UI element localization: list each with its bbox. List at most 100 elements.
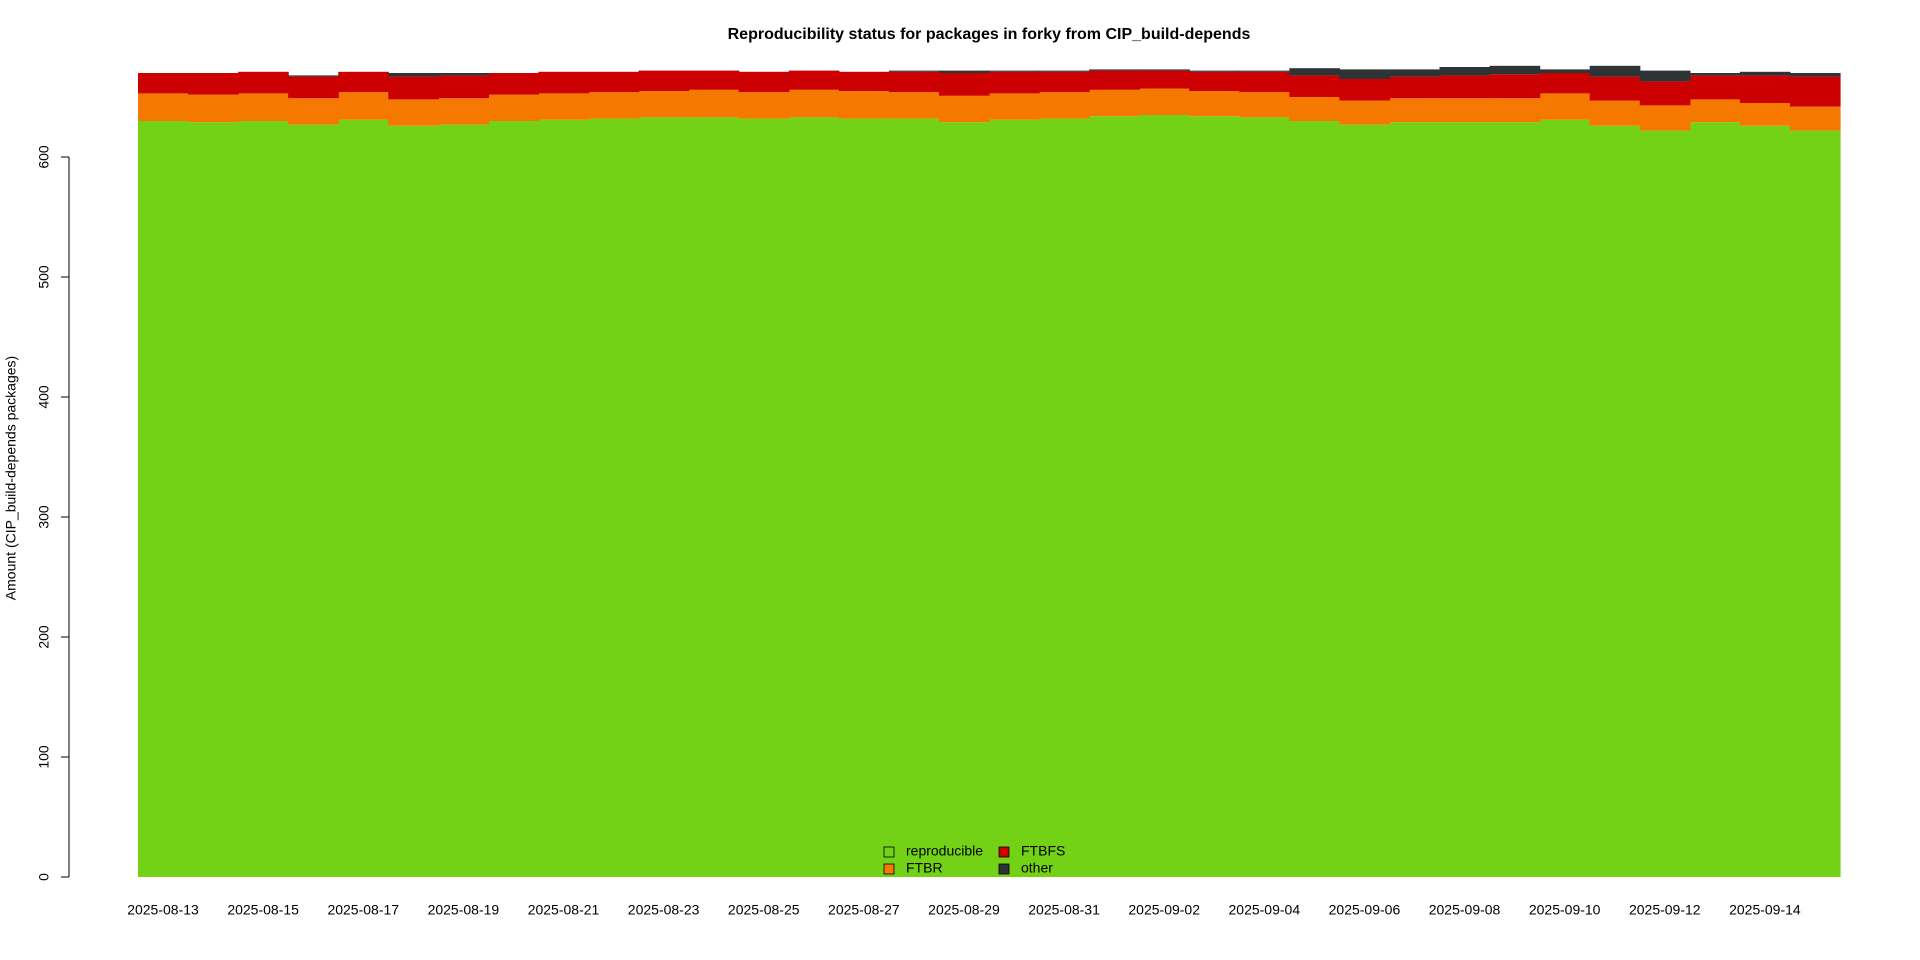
area-step <box>388 76 439 100</box>
area-step <box>638 117 690 877</box>
area-step <box>1239 70 1290 72</box>
area-step <box>1489 65 1541 75</box>
y-tick-label: 0 <box>36 873 52 881</box>
area-step <box>538 93 590 120</box>
area-step <box>438 73 490 76</box>
area-step <box>1289 121 1341 877</box>
area-step <box>1039 71 1090 93</box>
area-step <box>1589 65 1641 77</box>
area-step <box>1689 122 1741 877</box>
area-step <box>838 118 890 878</box>
area-step <box>1439 98 1491 123</box>
area-step <box>1539 73 1591 94</box>
area-step <box>1039 118 1090 878</box>
y-tick-label: 600 <box>36 145 52 169</box>
area-step <box>838 91 890 119</box>
area-step <box>1389 69 1441 77</box>
area-step <box>1789 73 1841 77</box>
x-tick-label: 2025-08-23 <box>628 902 700 918</box>
y-tick-label: 200 <box>36 625 52 649</box>
area-step <box>488 73 540 95</box>
legend-label: FTBR <box>906 860 943 876</box>
area-step <box>588 118 640 878</box>
area-step <box>1589 100 1641 126</box>
area-step <box>1739 103 1791 126</box>
area-step <box>938 95 990 123</box>
x-tick-label: 2025-09-02 <box>1128 902 1200 918</box>
area-step <box>989 119 1040 878</box>
area-step <box>1639 70 1691 82</box>
area-step <box>338 71 389 93</box>
area-step <box>1539 119 1591 878</box>
area-step <box>1539 93 1591 120</box>
area-step <box>1089 69 1140 71</box>
y-tick-label: 100 <box>36 745 52 769</box>
x-tick-label: 2025-09-12 <box>1629 902 1701 918</box>
area-step <box>1639 130 1691 878</box>
area-step <box>488 121 540 877</box>
area-step <box>888 92 940 119</box>
area-step <box>138 93 189 121</box>
area-step <box>1739 75 1791 103</box>
area-step <box>338 119 389 878</box>
legend-label: FTBFS <box>1021 843 1065 859</box>
area-step <box>1339 79 1391 101</box>
area-step <box>738 92 790 119</box>
y-tick-label: 400 <box>36 385 52 409</box>
area-step <box>1339 69 1391 79</box>
x-tick-label: 2025-09-06 <box>1329 902 1401 918</box>
area-step <box>1039 70 1090 72</box>
area-step <box>238 93 289 121</box>
area-step <box>938 70 990 73</box>
area-step <box>1339 100 1391 125</box>
area-step <box>1239 117 1290 877</box>
x-tick-label: 2025-08-17 <box>327 902 399 918</box>
area-step <box>238 71 289 94</box>
area-step <box>1689 73 1741 76</box>
area-step <box>138 121 189 877</box>
area-step <box>1339 124 1391 878</box>
area-step <box>1439 67 1491 76</box>
area-step <box>688 89 740 118</box>
area-step <box>1289 75 1341 97</box>
area-step <box>989 71 1040 94</box>
area-step <box>1139 70 1190 89</box>
x-tick-label: 2025-08-15 <box>227 902 299 918</box>
area-step <box>1089 89 1140 117</box>
area-step <box>1189 71 1240 91</box>
area-step <box>888 71 940 93</box>
area-step <box>338 92 389 120</box>
y-tick-label: 300 <box>36 505 52 529</box>
legend-swatch <box>998 863 1010 875</box>
area-step <box>588 92 640 119</box>
x-tick-label: 2025-08-31 <box>1028 902 1100 918</box>
legend-swatch <box>883 863 895 875</box>
area-step <box>1489 74 1541 99</box>
legend-swatch <box>883 846 895 858</box>
area-step <box>1439 122 1491 877</box>
area-step <box>1639 105 1691 131</box>
area-step <box>1789 130 1841 878</box>
area-step <box>1289 97 1341 121</box>
area-step <box>188 122 239 877</box>
area-step <box>1089 116 1140 877</box>
area-step <box>638 70 690 91</box>
legend-label: reproducible <box>906 843 983 859</box>
area-step <box>438 75 490 99</box>
y-tick-label: 500 <box>36 265 52 289</box>
x-tick-label: 2025-08-27 <box>828 902 900 918</box>
area-step <box>1439 75 1491 99</box>
area-step <box>1489 122 1541 877</box>
area-step <box>888 118 940 878</box>
area-step <box>938 122 990 877</box>
area-step <box>388 73 439 77</box>
x-tick-label: 2025-08-13 <box>127 902 199 918</box>
area-step <box>888 70 940 72</box>
area-step <box>838 71 890 91</box>
x-tick-label: 2025-09-10 <box>1529 902 1601 918</box>
x-tick-label: 2025-09-14 <box>1729 902 1801 918</box>
plot-area <box>138 65 1841 878</box>
area-step <box>788 70 840 90</box>
